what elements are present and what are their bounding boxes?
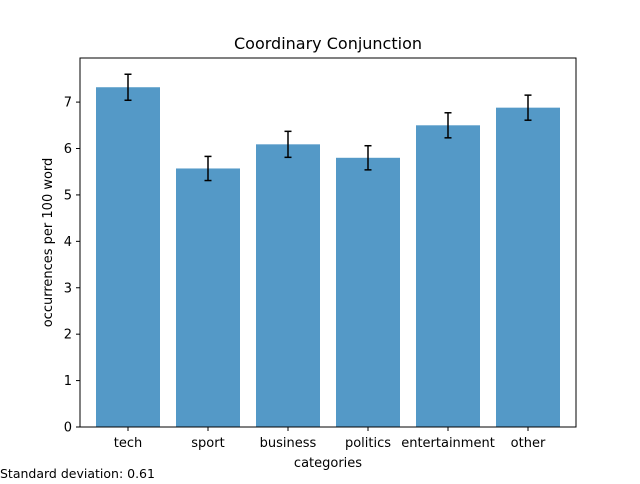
error-bar-other	[524, 94, 532, 121]
y-tick-label-5: 5	[64, 188, 72, 203]
x-tick-label-business: business	[260, 436, 317, 451]
x-tick-label-politics: politics	[345, 436, 391, 451]
error-bar-tech	[124, 73, 132, 101]
y-tick-label-2: 2	[64, 328, 72, 343]
bar-business	[256, 144, 320, 427]
bar-other	[496, 107, 560, 427]
plot-frame	[79, 57, 577, 428]
std-deviation-footnote: Standard deviation: 0.61	[0, 466, 155, 481]
error-bars-layer	[124, 73, 532, 182]
bar-entertainment	[416, 125, 480, 428]
error-bar-entertainment	[444, 112, 452, 139]
bar-sport	[176, 168, 240, 427]
x-tick-label-entertainment: entertainment	[401, 436, 495, 451]
chart-title: Coordinary Conjunction	[234, 34, 422, 53]
x-axis: tech sport business politics entertainment ot…	[114, 427, 546, 451]
bar-tech	[96, 87, 160, 428]
y-tick-label-4: 4	[64, 235, 72, 250]
y-tick-label-1: 1	[64, 374, 72, 389]
y-tick-label-7: 7	[64, 96, 72, 111]
y-tick-label-3: 3	[64, 281, 72, 296]
y-axis-label: occurrences per 100 word	[41, 158, 56, 328]
bars-layer	[96, 87, 560, 428]
x-tick-label-tech: tech	[114, 436, 142, 451]
x-axis-label: categories	[294, 456, 362, 471]
error-bar-business	[284, 130, 292, 159]
y-axis: 0 1 2 3 4 5 6 7	[64, 96, 80, 436]
x-tick-label-other: other	[511, 436, 546, 451]
y-tick-label-6: 6	[64, 142, 72, 157]
bar-politics	[336, 157, 400, 428]
error-bar-sport	[204, 155, 212, 182]
error-bar-politics	[364, 144, 372, 171]
x-tick-label-sport: sport	[191, 436, 224, 451]
y-tick-label-0: 0	[64, 421, 72, 436]
